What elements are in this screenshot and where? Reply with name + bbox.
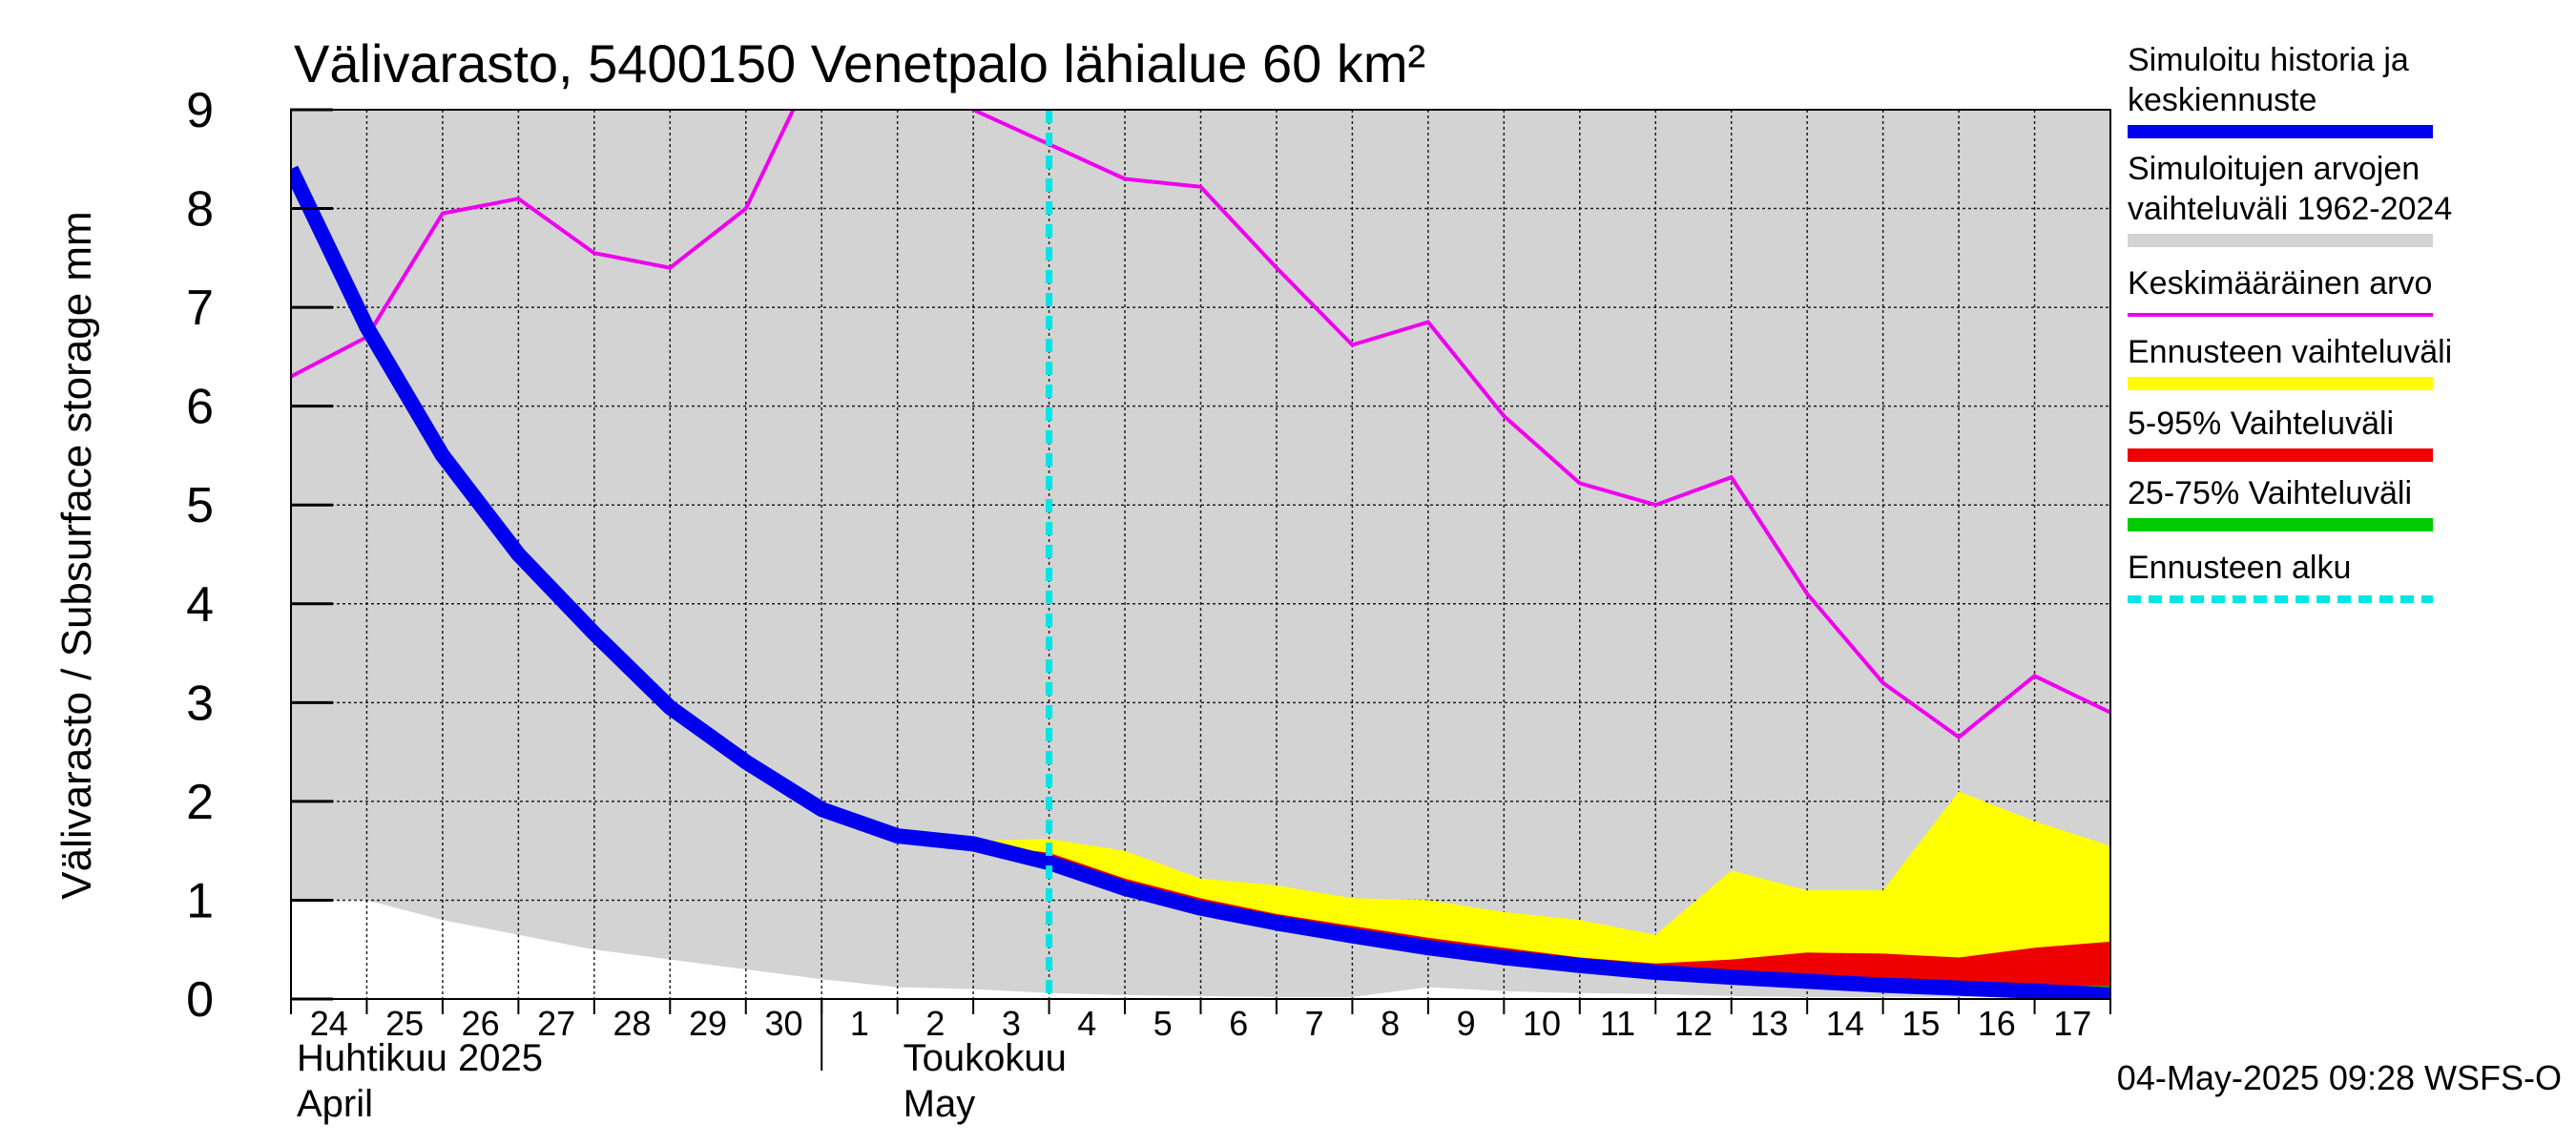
footer-timestamp: 04-May-2025 09:28 WSFS-O	[2117, 1058, 2562, 1097]
legend-swatch	[2128, 377, 2433, 390]
x-day-label: 1	[850, 1004, 869, 1043]
x-day-label: 25	[385, 1004, 424, 1043]
x-day-label: 26	[462, 1004, 500, 1043]
legend-label: Keskimääräinen arvo	[2128, 265, 2432, 302]
legend-label: 25-75% Vaihteluväli	[2128, 475, 2412, 511]
legend-label: vaihteluväli 1962-2024	[2128, 191, 2452, 227]
y-tick-label: 6	[186, 380, 214, 435]
legend-swatch	[2128, 518, 2433, 531]
y-tick-label: 4	[186, 577, 214, 633]
month-label-en: April	[297, 1083, 373, 1125]
legend-label: keskiennuste	[2128, 82, 2316, 118]
x-day-label: 15	[1901, 1004, 1940, 1043]
legend-swatch	[2128, 448, 2433, 462]
mean-value-line	[291, 110, 2110, 740]
legend-label: 5-95% Vaihteluväli	[2128, 406, 2394, 442]
y-axis-label: Välivarasto / Subsurface storage mm	[53, 211, 100, 899]
legend-label: Ennusteen alku	[2128, 550, 2351, 586]
legend-label: Ennusteen vaihteluväli	[2128, 334, 2452, 370]
month-label-en: May	[904, 1083, 976, 1125]
x-day-label: 12	[1674, 1004, 1713, 1043]
forecast-range-band	[973, 791, 2110, 995]
y-tick-label: 1	[186, 873, 214, 928]
x-day-label: 27	[537, 1004, 575, 1043]
plot-clip-group	[291, 110, 2110, 999]
y-tick-label: 5	[186, 478, 214, 533]
x-day-label: 7	[1305, 1004, 1324, 1043]
x-day-label: 6	[1229, 1004, 1248, 1043]
x-day-label: 4	[1077, 1004, 1096, 1043]
x-day-label: 14	[1826, 1004, 1864, 1043]
y-tick-label: 2	[186, 775, 214, 830]
plot-area	[291, 110, 2110, 999]
y-tick-label: 3	[186, 676, 214, 731]
legend-swatch	[2128, 234, 2433, 247]
x-day-label: 17	[2053, 1004, 2091, 1043]
legend-label: Simuloitu historia ja	[2128, 42, 2409, 78]
simulated-history-line	[291, 165, 2110, 999]
x-day-label: 9	[1457, 1004, 1476, 1043]
x-day-label: 16	[1978, 1004, 2016, 1043]
x-day-label: 2	[925, 1004, 945, 1043]
y-tick-label: 0	[186, 972, 214, 1028]
legend-label: Simuloitujen arvojen	[2128, 151, 2420, 187]
month-label-fi: Huhtikuu 2025	[297, 1037, 543, 1079]
x-day-label: 3	[1002, 1004, 1021, 1043]
percentile-5-95-band	[973, 843, 2110, 995]
x-day-label: 13	[1750, 1004, 1788, 1043]
legend: Simuloitu historia ja keskiennuste Simuloi…	[2128, 42, 2452, 603]
x-day-label: 11	[1600, 1004, 1635, 1043]
y-tick-label: 7	[186, 281, 214, 336]
chart-title: Välivarasto, 5400150 Venetpalo lähialue …	[294, 33, 1425, 94]
x-day-label: 24	[310, 1004, 348, 1043]
x-day-label: 28	[613, 1004, 652, 1043]
x-day-label: 29	[689, 1004, 727, 1043]
x-day-label: 30	[764, 1004, 802, 1043]
x-day-label: 8	[1381, 1004, 1400, 1043]
x-day-label: 5	[1153, 1004, 1173, 1043]
y-tick-label: 9	[186, 83, 214, 138]
x-day-label: 10	[1523, 1004, 1561, 1043]
month-label-fi: Toukokuu	[904, 1037, 1067, 1079]
y-tick-label: 8	[186, 182, 214, 238]
